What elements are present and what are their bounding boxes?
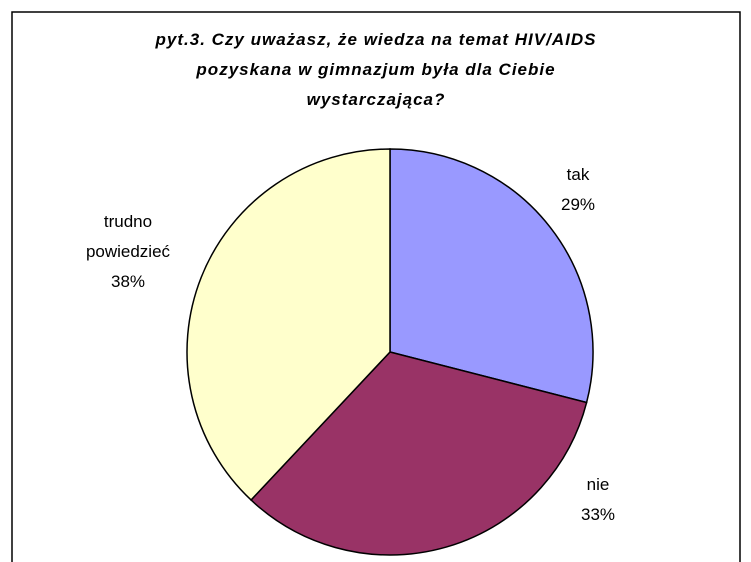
slice-value-label: 33%	[580, 505, 616, 524]
slice-label: trudno powiedzieć	[85, 212, 171, 261]
slice-label: nie	[586, 475, 610, 494]
pie-slice	[186, 148, 391, 502]
slice-label: tak	[566, 165, 590, 184]
chart-title: wystarczająca?	[306, 90, 446, 109]
slice-value-label: 29%	[560, 195, 596, 214]
pie-slice	[249, 351, 588, 556]
chart-title: pozyskana w gimnazjum była dla Ciebie	[196, 60, 556, 79]
chart-frame	[11, 11, 741, 562]
slice-value-label: 38%	[110, 272, 146, 291]
pie-slice	[389, 148, 594, 404]
chart-title: pyt.3. Czy uważasz, że wiedza na temat H…	[155, 30, 597, 49]
